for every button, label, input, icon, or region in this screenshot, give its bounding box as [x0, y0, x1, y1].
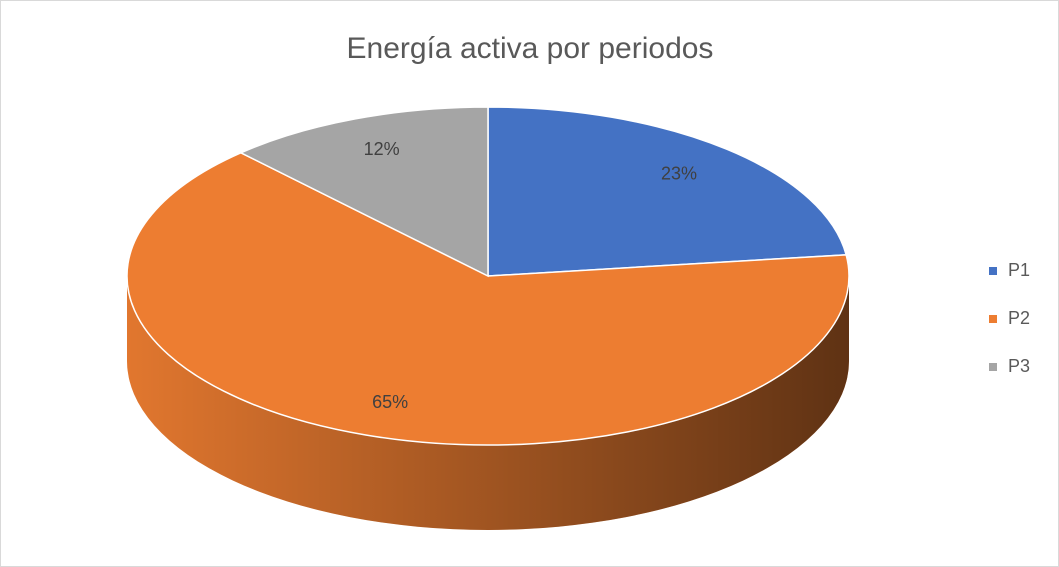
data-label: 12%	[364, 139, 400, 159]
legend-label: P3	[1008, 356, 1030, 376]
pie-side-shade	[127, 276, 849, 530]
legend-label: P1	[1008, 260, 1030, 280]
data-labels: 23% 65% 12%	[364, 139, 697, 412]
pie-sides	[127, 276, 849, 530]
legend-swatch	[989, 363, 997, 371]
chart-title: Energía activa por periodos	[347, 32, 714, 65]
pie-slice	[126, 151, 850, 446]
data-label: 65%	[372, 392, 408, 412]
legend-swatch	[989, 267, 997, 275]
data-label: 23%	[661, 163, 697, 183]
pie-slice	[239, 106, 489, 278]
legend-swatch	[989, 315, 997, 323]
legend: P1 P2 P3	[989, 260, 1030, 376]
pie-tops	[126, 106, 850, 446]
legend-label: P2	[1008, 308, 1030, 328]
pie-slice	[487, 106, 848, 277]
